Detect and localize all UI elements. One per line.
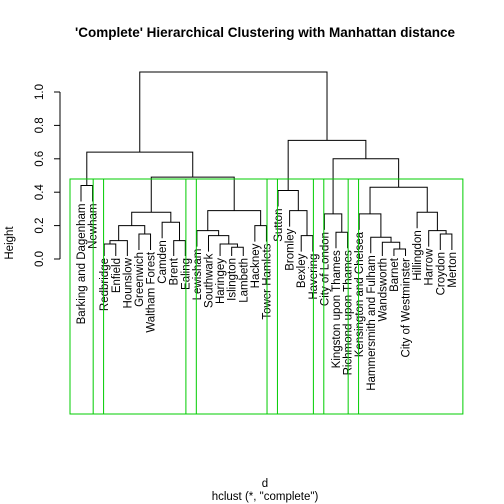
leaf-label: Brent <box>169 257 181 285</box>
dendrogram-branch <box>219 243 238 256</box>
leaf-label: Hammersmith and Fulham <box>366 255 378 390</box>
method-subtitle: hclust (*, "complete") <box>212 491 319 503</box>
x-axis-label: d <box>262 478 268 490</box>
leaf-label: Camden <box>157 240 169 283</box>
cluster-rect <box>69 178 105 415</box>
leaf-label: Lewisham <box>192 249 204 301</box>
dendrogram-branch <box>323 213 343 233</box>
leaf-label: Hackney <box>250 243 262 288</box>
leaf-label: Islington <box>227 258 239 301</box>
y-tick-label: 0.0 <box>34 251 46 267</box>
dendrogram-branch <box>207 210 262 231</box>
dendrogram-branch <box>428 230 447 247</box>
cluster-rect <box>312 178 360 415</box>
leaf-label: Barking and Dagenham <box>76 204 88 325</box>
leaf-label: Southwark <box>203 253 215 308</box>
dendrogram-branch <box>109 240 128 256</box>
cluster-rect <box>185 178 278 415</box>
leaf-label: Kensington and Chelsea <box>354 231 366 357</box>
dendrogram-branch <box>118 225 146 241</box>
dendrogram-branch <box>231 246 244 256</box>
dendrogram-branch <box>416 211 438 231</box>
chart-title: 'Complete' Hierarchical Clustering with … <box>75 25 455 40</box>
cluster-rect <box>92 178 197 415</box>
leaf-label: Greenwich <box>134 252 146 307</box>
leaf-label: Hillingdon <box>412 230 424 281</box>
y-tick-label: 0.2 <box>34 218 46 234</box>
cluster-rect <box>347 178 464 415</box>
dendrogram-branch <box>103 243 117 256</box>
dendrogram-branch <box>393 248 407 256</box>
leaf-label: Barnet <box>389 257 401 292</box>
dendrogram-branch <box>439 233 453 250</box>
dendrogram-branch <box>173 240 186 256</box>
leaf-label: Sutton <box>273 209 285 242</box>
y-tick-label: 1.0 <box>34 84 46 100</box>
y-axis-label: Height <box>4 226 16 260</box>
dendrogram-branch <box>138 233 152 250</box>
dendrogram-branch <box>277 190 299 211</box>
leaf-label: Hounslow <box>122 257 134 308</box>
leaf-label: Enfield <box>111 258 123 293</box>
leaf-label: Waltham Forest <box>146 251 158 333</box>
dendrogram-branch <box>86 151 194 186</box>
leaf-label: Croydon <box>435 252 447 295</box>
leaf-label: Bromley <box>285 228 297 270</box>
dendrogram-branch <box>139 71 328 153</box>
dendrogram-branch <box>300 235 314 252</box>
y-tick-label: 0.6 <box>34 151 46 167</box>
leaf-label: City of London <box>319 232 331 306</box>
dendrogram-branch <box>196 230 220 247</box>
cluster-rect <box>266 178 325 415</box>
dendrogram-branch <box>369 186 428 214</box>
leaf-label: Merton <box>447 252 459 288</box>
leaf-label: Lambeth <box>238 258 250 303</box>
dendrogram-branch <box>287 139 367 191</box>
leaf-label: Bexley <box>296 253 308 288</box>
leaf-label: City of Westminster <box>401 258 413 358</box>
leaf-label: Redbridge <box>99 258 111 311</box>
y-tick-label: 0.4 <box>34 184 46 201</box>
leaf-label: Haringey <box>215 258 227 304</box>
dendrogram-branch <box>80 185 94 202</box>
y-axis: 0.0 0.2 0.4 0.6 0.8 1.0 <box>34 84 61 267</box>
dendrogram-branch <box>335 231 349 249</box>
leaf-label: Harrow <box>424 248 436 286</box>
dendrogram-branch <box>254 225 267 242</box>
dendrogram-branch <box>161 221 181 241</box>
dendrogram-branch <box>370 236 392 254</box>
dendrogram-branches <box>80 71 453 256</box>
leaf-label: Kingston upon Thames <box>331 250 343 368</box>
dendrogram-branch <box>131 211 172 226</box>
y-tick-label: 0.8 <box>34 117 46 133</box>
dendrogram-branch <box>332 158 400 214</box>
dendrogram-branch <box>150 176 235 213</box>
cluster-rectangles <box>69 178 464 415</box>
leaf-label: Wandsworth <box>377 258 389 322</box>
